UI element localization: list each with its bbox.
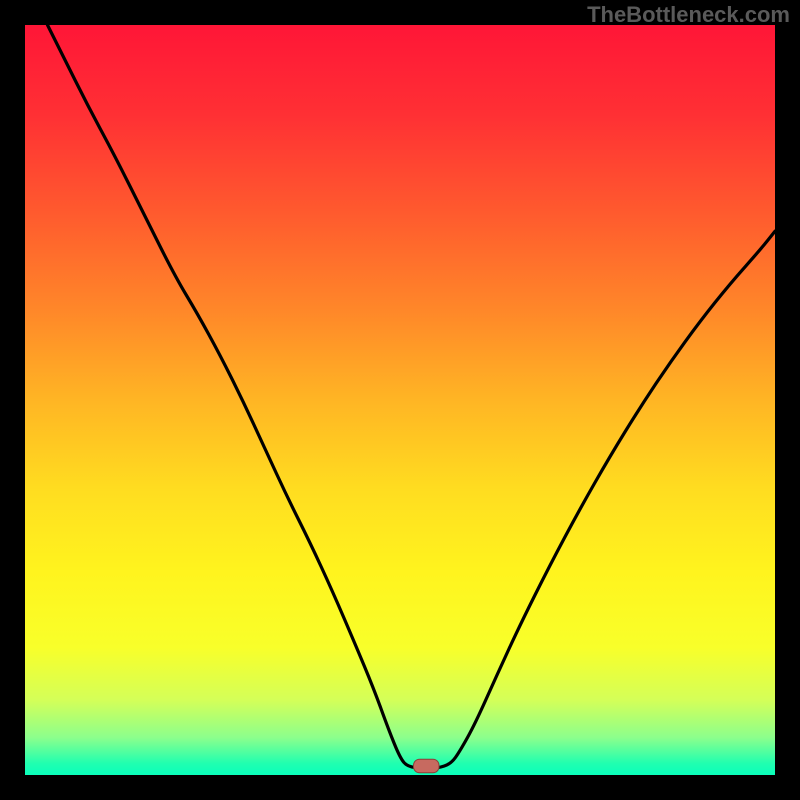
chart-svg bbox=[0, 0, 800, 800]
attribution-text: TheBottleneck.com bbox=[587, 2, 790, 28]
chart-stage: TheBottleneck.com bbox=[0, 0, 800, 800]
chart-plot-area bbox=[25, 25, 775, 775]
optimal-point-marker bbox=[414, 759, 440, 773]
